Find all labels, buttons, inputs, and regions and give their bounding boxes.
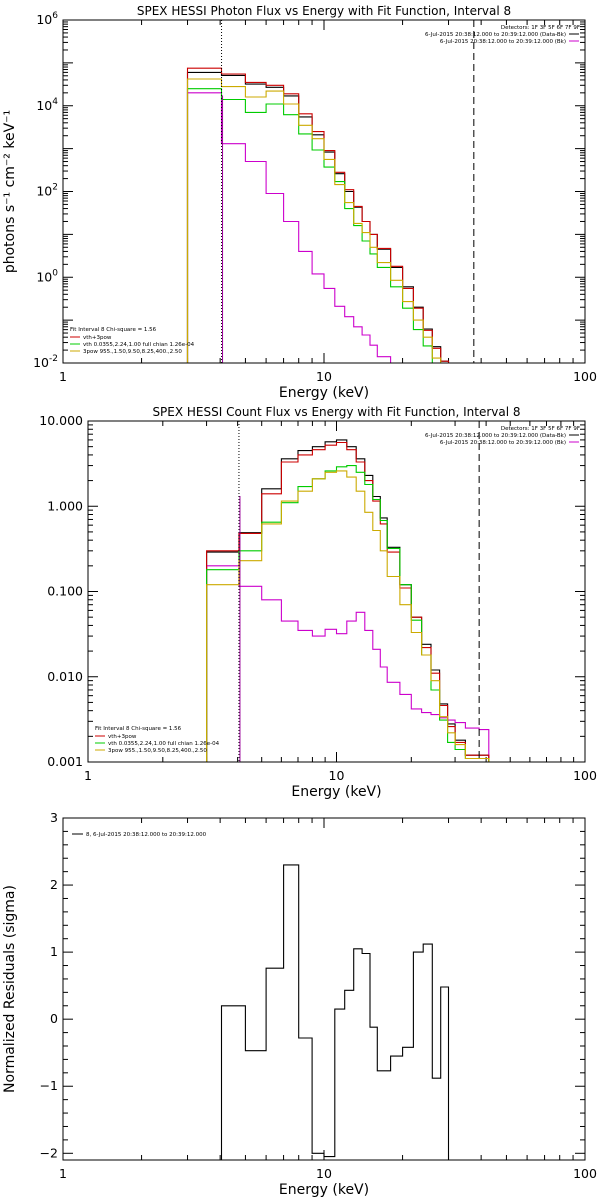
x-axis-label: Energy (keV)	[291, 784, 381, 800]
y-tick-label: −1	[40, 1078, 58, 1093]
y-axis-label: Normalized Residuals (sigma)	[2, 885, 18, 1093]
chart-title: SPEX HESSI Photon Flux vs Energy with Fi…	[137, 4, 511, 18]
y-tick-label: −2	[40, 1145, 58, 1160]
series-vth	[186, 88, 474, 363]
x-axis-label: Energy (keV)	[279, 1182, 369, 1198]
y-tick-label: 0	[50, 1011, 58, 1026]
plot-frame	[62, 817, 586, 1161]
series-bk	[186, 92, 474, 363]
chart-title: SPEX HESSI Count Flux vs Energy with Fit…	[152, 405, 520, 419]
legend-entry: 6-Jul-2015 20:38:12.000 to 20:39:12.000 …	[425, 32, 566, 38]
x-tick-label: 1	[59, 1166, 67, 1181]
series-3pow	[186, 78, 474, 363]
legend-header: Detectors: 1F 3F 5F 6F 7F 9F	[501, 426, 580, 432]
legend-entry: vth+3pow	[83, 335, 112, 341]
y-axis: 0.001 0.010 0.100 1.000 10.000	[39, 413, 585, 769]
plot-frame	[62, 19, 586, 364]
legend-top-right: Detectors: 1F 3F 5F 6F 7F 9F6-Jul-2015 2…	[425, 25, 580, 45]
x-axis: 1 10 100 Energy (keV)	[59, 818, 597, 1198]
legend-entry: 6-Jul-2015 20:38:12.000 to 20:39:12.000 …	[425, 433, 566, 439]
x-tick-label: 10	[329, 768, 345, 783]
x-tick-label: 10	[316, 369, 332, 384]
legend-entry: 8, 6-Jul-2015 20:38:12.000 to 20:39:12.0…	[86, 832, 207, 838]
y-tick-label: 10-2	[33, 354, 58, 370]
series-data-bk	[206, 439, 490, 762]
legend-bottom-left: Fit Interval 8 Chi-square = 1.56 vth+3pow…	[95, 726, 220, 754]
legend-entry: vth 0.0355,2.24,1.00 full chian 1.26e-04	[108, 741, 220, 747]
series-vth-3pow	[186, 67, 474, 363]
y-tick-label: 3	[50, 810, 58, 825]
y-tick-label: 2	[50, 877, 58, 892]
plot-frame	[87, 420, 586, 763]
x-tick-label: 100	[573, 369, 597, 384]
legend-top-left: 8, 6-Jul-2015 20:38:12.000 to 20:39:12.0…	[72, 832, 207, 838]
legend-entry: 6-Jul-2015 20:38:12.000 to 20:39:12.000 …	[440, 440, 566, 446]
legend-header: Detectors: 1F 3F 5F 6F 7F 9F	[501, 25, 580, 31]
chart-panel-1: SPEX HESSI Photon Flux vs Energy with Fi…	[2, 4, 597, 401]
x-tick-label: 10	[316, 1166, 332, 1181]
y-tick-label: 0.010	[47, 669, 83, 684]
y-axis: 10-2 100 102 104 106 photons s⁻¹ cm⁻² keV⁻¹	[2, 11, 585, 370]
y-tick-label: 104	[36, 97, 58, 113]
series-vth-3pow	[206, 441, 490, 762]
y-tick-label: 102	[36, 183, 58, 199]
y-axis-label: photons s⁻¹ cm⁻² keV⁻¹	[2, 110, 18, 273]
legend-entry: vth+3pow	[108, 734, 137, 740]
legend-header: Fit Interval 8 Chi-square = 1.56	[70, 327, 157, 333]
x-tick-label: 100	[573, 1166, 597, 1181]
legend-header: Fit Interval 8 Chi-square = 1.56	[95, 726, 182, 732]
legend-entry: 3pow 955.,1.50,9.50,8.25,400.,2.50	[108, 748, 207, 754]
legend-entry: 6-Jul-2015 20:38:12.000 to 20:39:12.000 …	[440, 39, 566, 45]
series-8-6-jul-2015-20-38-12-000-to-20-39-12-000	[220, 864, 450, 1160]
series-3pow	[206, 470, 490, 762]
legend-top-right: Detectors: 1F 3F 5F 6F 7F 9F6-Jul-2015 2…	[425, 426, 580, 446]
series-data-bk	[186, 71, 474, 363]
series-group	[206, 439, 490, 762]
y-tick-label: 10.000	[39, 413, 83, 428]
series-group	[186, 67, 474, 363]
y-tick-label: 0.001	[47, 754, 83, 769]
series-bk	[206, 565, 490, 762]
chart-panel-3: 1 10 100 Energy (keV) −2 −1 0 1 2 3 Normalized Res…	[2, 810, 597, 1198]
series-group	[220, 864, 450, 1160]
y-tick-label: 1.000	[47, 498, 83, 513]
legend-bottom-left: Fit Interval 8 Chi-square = 1.56 vth+3pow…	[70, 327, 195, 355]
y-tick-label: 1	[50, 944, 58, 959]
y-tick-label: 0.100	[47, 584, 83, 599]
x-tick-label: 1	[59, 369, 67, 384]
y-tick-label: 100	[36, 268, 58, 284]
y-axis: −2 −1 0 1 2 3 Normalized Residuals (sigma)	[2, 810, 585, 1160]
legend-entry: 3pow 955.,1.50,9.50,8.25,400.,2.50	[83, 349, 182, 355]
y-tick-label: 106	[36, 11, 58, 27]
x-tick-label: 1	[84, 768, 92, 783]
chart-panel-2: SPEX HESSI Count Flux vs Energy with Fit…	[39, 405, 597, 800]
x-axis-label: Energy (keV)	[279, 385, 369, 401]
legend-entry: vth 0.0355,2.24,1.00 full chian 1.26e-04	[83, 342, 195, 348]
x-tick-label: 100	[573, 768, 597, 783]
